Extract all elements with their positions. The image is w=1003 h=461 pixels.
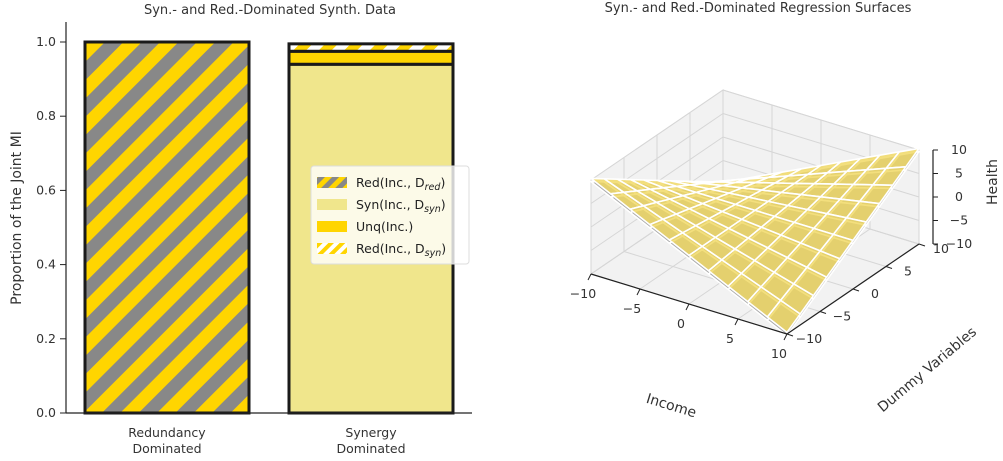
x-tick-mark-3d — [734, 318, 739, 326]
y-tick-mark-3d — [918, 243, 926, 247]
legend-label: Red(Inc., Dsyn) — [356, 241, 446, 259]
y-tick-label: 1.0 — [36, 34, 56, 49]
x-tick-label-3d: 10 — [771, 346, 787, 361]
y-tick-label: 0.6 — [36, 182, 56, 197]
z-tick-label-3d: 5 — [955, 166, 963, 181]
legend-label: Syn(Inc., Dsyn) — [356, 197, 446, 215]
x-tick-label: Dominated — [336, 441, 405, 456]
grid-line — [590, 89, 724, 181]
y-tick-label: 0.4 — [36, 257, 56, 272]
z-tick-label-3d: −5 — [950, 213, 968, 228]
y-axis-label: Proportion of the Joint MI — [9, 131, 25, 305]
legend-swatch — [317, 177, 347, 188]
legend-swatch — [317, 221, 347, 232]
legend-label: Unq(Inc.) — [356, 219, 413, 234]
x-tick-label-3d: −10 — [570, 286, 596, 301]
y-tick-label-3d: −10 — [796, 331, 822, 346]
x-tick-label-3d: −5 — [623, 301, 641, 316]
y-tick-mark-3d — [786, 333, 794, 337]
chart-title: Syn.- and Red.-Dominated Synth. Data — [144, 3, 396, 18]
x-tick-mark-3d — [685, 303, 690, 311]
surface-facet — [766, 299, 802, 334]
x-axis-label-3d: Income — [644, 391, 698, 421]
legend-box — [310, 165, 470, 265]
y-tick-label-3d: 5 — [904, 264, 912, 279]
x-tick-label-3d: 0 — [677, 316, 685, 331]
x-tick-mark-3d — [783, 333, 788, 341]
x-tick-label-3d: 5 — [726, 331, 734, 346]
y-tick-label-3d: 0 — [871, 286, 879, 301]
stacked-bar-chart: Syn.- and Red.-Dominated Synth. Data Pro… — [9, 3, 472, 456]
z-tick-label-3d: −10 — [946, 236, 972, 251]
regression-surfaces — [590, 147, 920, 337]
chart-title-right: Syn.- and Red.-Dominated Regression Surf… — [605, 1, 912, 16]
bar-segment — [287, 49, 455, 66]
x-tick-mark-3d — [587, 273, 592, 281]
x-tick-label: Redundancy — [128, 425, 206, 440]
legend-swatch — [317, 243, 347, 254]
bar-segment — [83, 40, 251, 415]
y-tick-label: 0.2 — [36, 331, 56, 346]
y-tick-label-3d: 10 — [933, 241, 949, 256]
z-axis-label-3d: Health — [985, 159, 1001, 205]
y-tick-mark-3d — [852, 288, 860, 292]
legend-label: Red(Inc., Dred) — [356, 175, 445, 193]
z-tick-label-3d: 0 — [955, 189, 963, 204]
y-tick-mark-3d — [885, 266, 893, 269]
y-tick-label: 0.0 — [36, 405, 56, 420]
legend: Red(Inc., Dred) Syn(Inc., Dsyn) Unq(Inc.) R… — [310, 165, 470, 265]
x-tick-mark-3d — [636, 288, 641, 296]
z-tick-label-3d: 10 — [951, 142, 967, 157]
surface-3d-chart: Syn.- and Red.-Dominated Regression Surf… — [570, 1, 1001, 421]
y-axis-label-3d: Dummy Variables — [875, 324, 980, 416]
y-axis-ticks: 0.0 0.2 0.4 0.6 0.8 1.0 — [36, 34, 66, 420]
y-tick-mark-3d — [819, 311, 827, 314]
bar-segment — [287, 42, 455, 53]
x-tick-label: Dominated — [132, 441, 201, 456]
legend-swatch — [317, 199, 347, 210]
grid-line — [722, 89, 920, 151]
x-tick-label: Synergy — [345, 425, 397, 440]
y-tick-label: 0.8 — [36, 108, 56, 123]
y-tick-label-3d: −5 — [833, 309, 851, 324]
